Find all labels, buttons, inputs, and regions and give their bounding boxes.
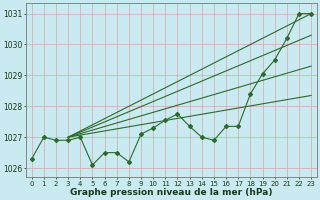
X-axis label: Graphe pression niveau de la mer (hPa): Graphe pression niveau de la mer (hPa) [70,188,273,197]
